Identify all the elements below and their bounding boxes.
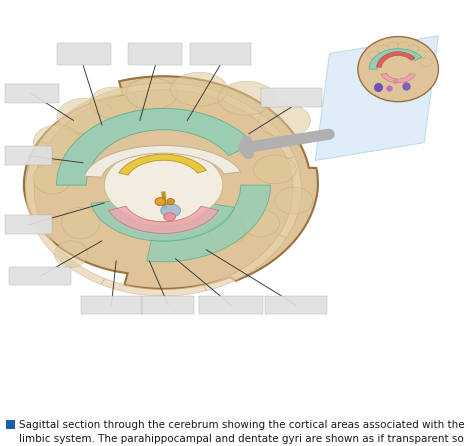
Polygon shape (121, 83, 226, 101)
FancyBboxPatch shape (81, 296, 142, 314)
Ellipse shape (126, 78, 178, 109)
Polygon shape (101, 278, 206, 296)
Ellipse shape (164, 213, 175, 221)
FancyBboxPatch shape (5, 84, 59, 103)
Ellipse shape (377, 45, 389, 53)
FancyBboxPatch shape (5, 146, 52, 165)
Polygon shape (222, 95, 295, 159)
Ellipse shape (369, 51, 381, 59)
Polygon shape (84, 145, 241, 177)
Ellipse shape (407, 45, 419, 53)
Polygon shape (147, 185, 271, 262)
Ellipse shape (155, 198, 165, 206)
FancyBboxPatch shape (199, 296, 263, 314)
Ellipse shape (218, 81, 275, 115)
Ellipse shape (397, 42, 409, 50)
Polygon shape (203, 235, 286, 291)
FancyBboxPatch shape (6, 420, 15, 429)
Ellipse shape (104, 148, 223, 222)
Ellipse shape (161, 204, 181, 217)
Polygon shape (109, 206, 219, 233)
Polygon shape (26, 141, 48, 223)
Ellipse shape (55, 241, 88, 268)
FancyBboxPatch shape (261, 88, 322, 107)
Polygon shape (119, 154, 206, 175)
Polygon shape (381, 74, 415, 83)
Ellipse shape (33, 125, 81, 161)
FancyBboxPatch shape (5, 215, 52, 234)
FancyBboxPatch shape (57, 43, 111, 65)
Polygon shape (369, 49, 422, 69)
FancyBboxPatch shape (265, 296, 327, 314)
Ellipse shape (33, 163, 71, 194)
Polygon shape (315, 36, 438, 161)
Ellipse shape (90, 87, 137, 118)
Ellipse shape (258, 103, 310, 137)
Polygon shape (56, 108, 254, 185)
Ellipse shape (254, 155, 296, 184)
Ellipse shape (420, 58, 432, 66)
Polygon shape (376, 52, 415, 67)
Text: Sagittal section through the cerebrum showing the cortical areas associated with: Sagittal section through the cerebrum sh… (19, 420, 465, 446)
Ellipse shape (242, 210, 280, 236)
Ellipse shape (57, 98, 114, 134)
FancyBboxPatch shape (190, 43, 251, 65)
Ellipse shape (275, 187, 313, 214)
Ellipse shape (358, 37, 438, 102)
Polygon shape (91, 201, 235, 241)
Polygon shape (279, 157, 301, 238)
Ellipse shape (62, 207, 100, 239)
Ellipse shape (415, 50, 427, 58)
FancyBboxPatch shape (128, 43, 182, 65)
Ellipse shape (167, 198, 174, 205)
Polygon shape (24, 76, 318, 289)
FancyBboxPatch shape (142, 296, 194, 314)
Ellipse shape (387, 42, 399, 50)
Ellipse shape (171, 72, 228, 106)
Ellipse shape (210, 219, 246, 244)
FancyBboxPatch shape (9, 267, 71, 285)
Polygon shape (41, 84, 143, 144)
Polygon shape (32, 220, 105, 285)
